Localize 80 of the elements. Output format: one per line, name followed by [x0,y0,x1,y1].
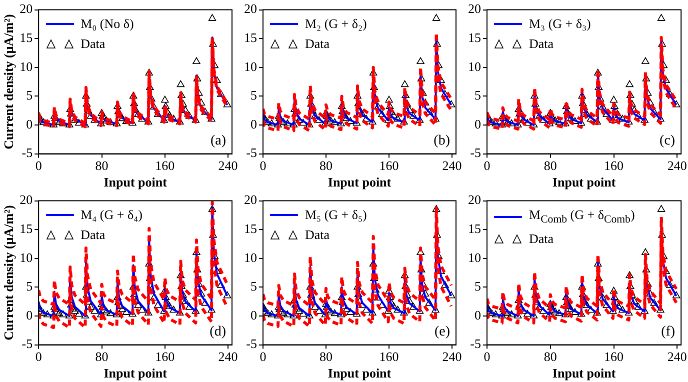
legend-label: Data [305,226,330,244]
y-tick-label: 15 [468,30,481,46]
x-tick-label: 240 [667,158,687,174]
x-tick-label: 240 [218,158,238,174]
y-tick-label: 5 [474,278,481,294]
y-tick-label: -5 [470,336,481,352]
y-tick-label: 15 [244,221,257,236]
y-tick-label: 0 [250,307,257,322]
legend-label: Data [305,34,330,53]
legend-label: M₀ (No δ) [80,14,134,33]
y-tick-label: 5 [250,278,257,294]
legend-label: M₂ (G + δ₂) [305,14,367,33]
x-tick-label: 240 [218,349,238,364]
y-tick-label: 15 [20,30,33,46]
y-tick-label: 5 [250,88,257,103]
y-tick-label: 20 [468,192,481,208]
annotation: (d) [210,324,226,340]
x-axis-title: Input point [328,174,392,190]
y-tick-label: 10 [20,250,33,265]
annotation: (b) [434,133,450,148]
y-tick-label: 0 [26,116,33,132]
y-tick-label: -5 [22,145,33,160]
annotation: (c) [660,133,676,148]
x-tick-label: 80 [544,158,557,174]
y-tick-label: 20 [244,192,257,208]
y-tick-label: 10 [468,58,481,74]
y-tick-label: 10 [244,250,257,265]
y-tick-label: -5 [470,145,481,160]
x-axis-title: Input point [328,366,392,381]
x-tick-label: 160 [604,158,624,174]
y-tick-label: 10 [468,250,481,265]
x-tick-label: 80 [320,158,333,174]
legend-label: Data [80,34,106,53]
x-tick-label: 160 [155,349,175,364]
y-tick-label: -5 [22,336,33,352]
y-tick-label: 20 [468,1,481,16]
y-tick-label: 5 [26,278,33,294]
y-tick-label: 0 [474,307,481,322]
annotation: (a) [210,133,226,148]
x-tick-label: 240 [442,349,462,364]
x-axis-title: Input point [552,174,616,190]
y-tick-label: 0 [474,116,481,132]
y-tick-label: 0 [250,116,257,132]
legend-label: Data [529,230,554,248]
y-tick-label: 10 [244,58,257,74]
x-tick-label: 160 [379,158,399,174]
y-tick-label: -5 [246,145,257,160]
annotation: (e) [434,324,450,340]
y-tick-label: 15 [468,221,481,236]
x-tick-label: 80 [544,349,557,364]
x-axis-title: Input point [104,366,168,381]
x-tick-label: 240 [442,158,462,174]
x-tick-label: 160 [604,349,624,364]
legend-label: M$_{Comb}$ (G + δ$_{Comb}$) [529,206,635,228]
y-tick-label: 15 [244,30,257,46]
legend-label: M₅ (G + δ₅) [305,206,367,224]
y-tick-label: 20 [20,192,33,208]
x-tick-label: 80 [95,158,108,174]
y-axis-title: Current density (μA/m²) [1,14,16,150]
x-tick-label: 80 [320,349,333,364]
annotation: (f) [661,324,676,340]
y-tick-label: 5 [26,88,33,103]
x-axis-title: Input point [552,366,616,381]
y-tick-label: 10 [20,58,33,74]
x-axis-title: Input point [104,174,168,190]
y-tick-label: 0 [26,307,33,322]
x-tick-label: 160 [155,158,175,174]
x-tick-label: 160 [379,349,399,364]
legend-label: Data [80,226,106,244]
legend-label: M₄ (G + δ₄) [80,206,142,224]
legend-label: Data [529,34,554,53]
x-tick-label: 240 [667,349,687,364]
y-tick-label: 20 [244,1,257,16]
y-tick-label: 15 [20,221,33,236]
y-tick-label: 20 [20,1,33,16]
legend-label: M₃ (G + δ₃) [529,14,591,33]
y-axis-title: Current density (μA/m²) [1,205,16,340]
y-tick-label: -5 [246,336,257,352]
y-tick-label: 5 [474,88,481,103]
x-tick-label: 80 [95,349,108,364]
